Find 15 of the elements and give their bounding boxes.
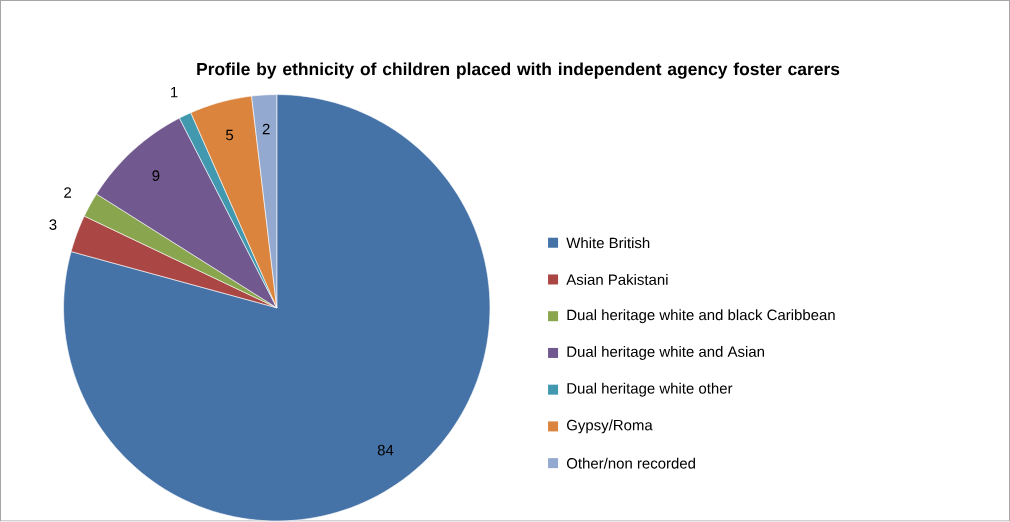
legend-label: Asian Pakistani — [566, 274, 668, 286]
data-label: 1 — [171, 87, 178, 98]
data-label: 5 — [226, 130, 234, 141]
legend-label: Dual heritage white and black Caribbean — [567, 309, 835, 324]
legend-label: Dual heritage white other — [567, 382, 733, 397]
data-label: 3 — [49, 219, 57, 231]
data-label: 84 — [377, 445, 394, 456]
data-label: 9 — [152, 170, 160, 182]
legend-label: Gypsy/Roma — [567, 419, 653, 434]
legend-label: Other/non recorded — [566, 457, 695, 469]
chart-title: Profile by ethnicity of children placed with independent agency foster carers — [197, 62, 840, 79]
data-label: 2 — [262, 124, 270, 135]
legend-label: White British — [566, 237, 650, 249]
legend-label: Dual heritage white and Asian — [567, 346, 764, 361]
data-label: 2 — [64, 187, 72, 198]
